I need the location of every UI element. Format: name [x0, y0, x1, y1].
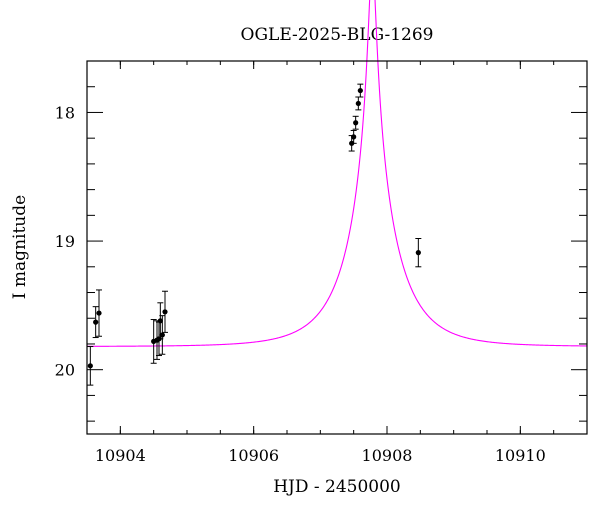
data-point: [162, 290, 168, 333]
y-tick-label: 19: [55, 232, 75, 251]
point-marker: [353, 120, 359, 126]
data-point: [355, 96, 362, 111]
data-point: [352, 115, 359, 130]
point-marker: [162, 309, 168, 315]
point-marker: [96, 310, 102, 316]
y-tick-label: 20: [55, 361, 75, 380]
chart-title: OGLE-2025-BLG-1269: [241, 25, 434, 45]
plot-frame: [86, 60, 588, 435]
point-marker: [355, 100, 361, 107]
x-axis-label: HJD - 2450000: [273, 477, 401, 497]
x-tick-label: 10908: [362, 446, 413, 465]
axis-ticks: [86, 60, 588, 434]
data-points: [87, 83, 422, 386]
point-marker: [157, 318, 163, 324]
y-tick-label: 18: [55, 103, 75, 122]
data-point: [96, 289, 102, 337]
point-marker: [357, 87, 363, 94]
data-point: [92, 306, 99, 339]
data-point: [350, 129, 357, 144]
x-tick-label: 10910: [495, 446, 546, 465]
point-marker: [351, 134, 357, 140]
x-tick-label: 10904: [95, 446, 146, 465]
data-point: [357, 83, 364, 98]
point-marker: [159, 332, 165, 338]
data-point: [150, 319, 157, 364]
data-point: [87, 346, 94, 386]
point-marker: [87, 363, 93, 369]
point-marker: [93, 319, 99, 325]
axis-tick-labels: 109041090610908109101091181920: [55, 103, 546, 465]
model-curve: [87, 0, 588, 347]
x-tick-label: 10906: [228, 446, 279, 465]
data-point: [159, 315, 166, 355]
point-marker: [415, 250, 421, 256]
y-axis-label: I magnitude: [10, 195, 30, 299]
data-point: [415, 237, 422, 268]
